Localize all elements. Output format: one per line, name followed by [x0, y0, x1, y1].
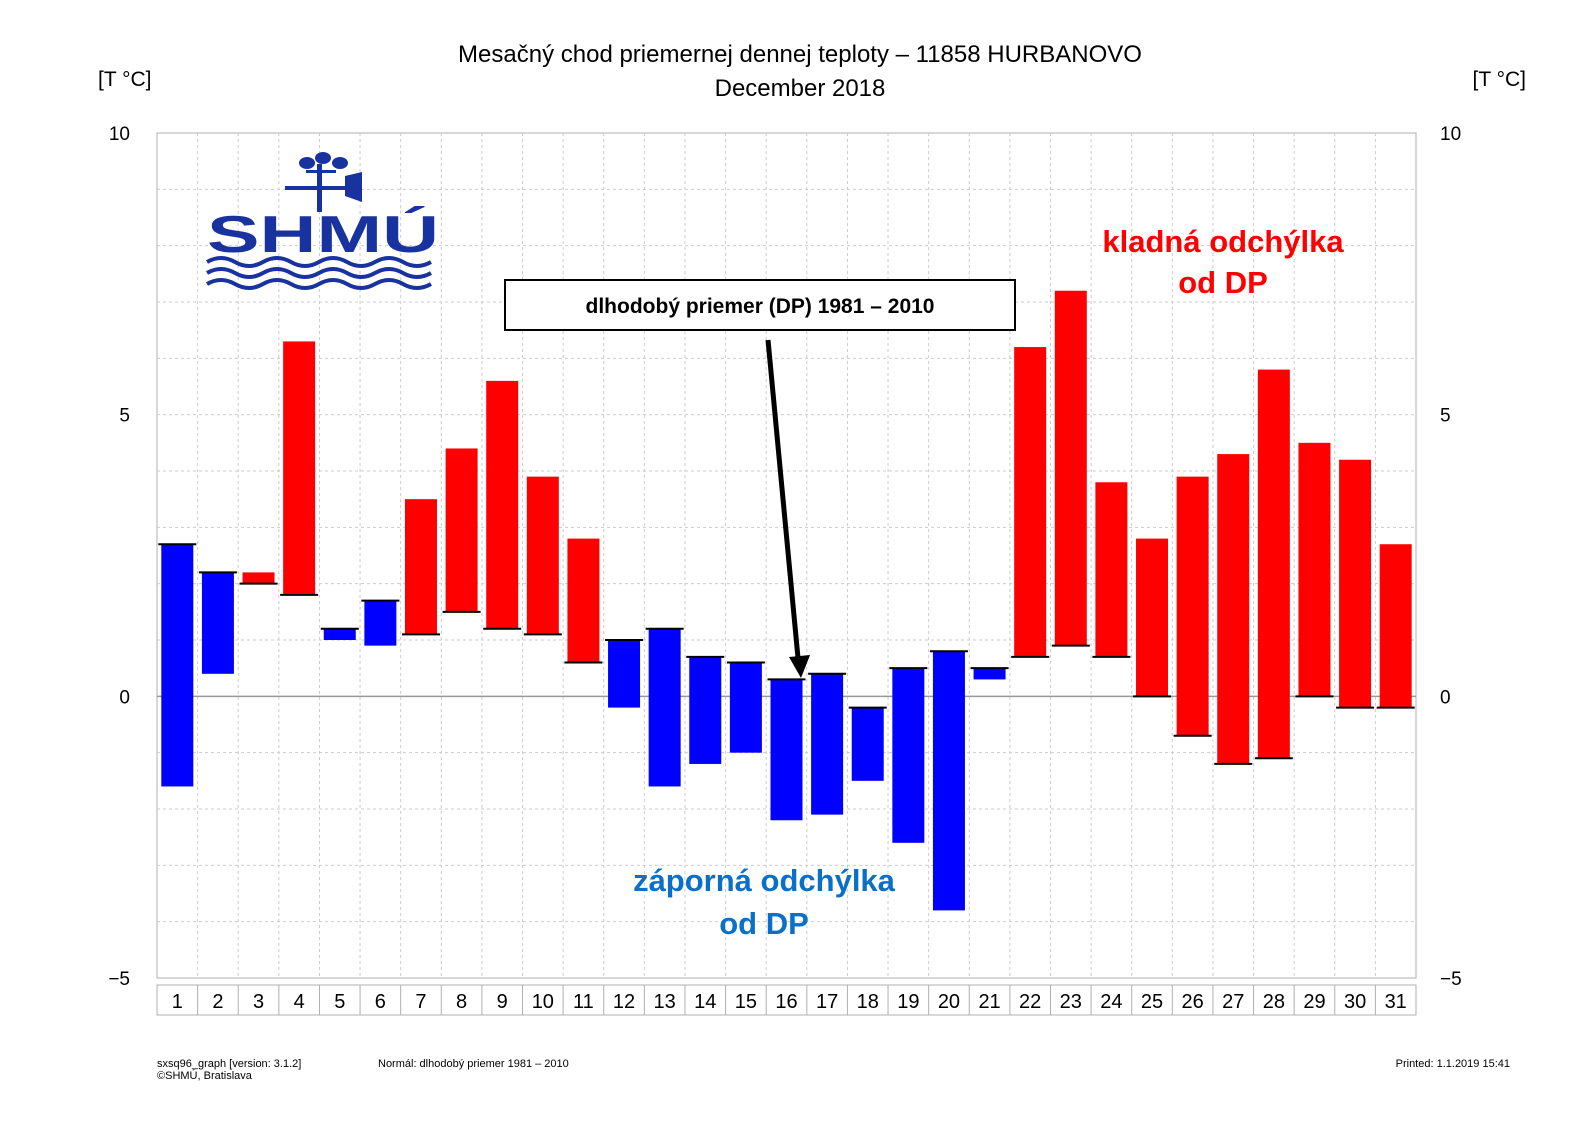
footer-printed: Printed: 1.1.2019 15:41 [1396, 1058, 1510, 1070]
x-tick-label: 29 [1303, 991, 1325, 1013]
bar-day-20 [932, 651, 965, 911]
x-tick-label: 24 [1100, 991, 1122, 1013]
y-tick-label-right: −5 [1440, 969, 1462, 990]
gridlines [156, 132, 1417, 979]
x-tick-label: 12 [613, 991, 635, 1013]
y-tick-label-right: 5 [1440, 406, 1451, 427]
x-tick-label: 19 [897, 991, 919, 1013]
footer-copyright: ©SHMÚ, Bratislava [157, 1069, 253, 1082]
bar-day-7 [404, 499, 437, 635]
x-tick-label: 3 [253, 991, 264, 1013]
bar-day-31 [1379, 544, 1412, 708]
x-tick-label: 21 [978, 991, 1000, 1013]
chart-subtitle: December 2018 [715, 75, 886, 102]
y-tick-label-left: 0 [119, 687, 130, 708]
positive-deviation-label-1: kladná odchýlka [1102, 224, 1344, 259]
bar-day-4 [283, 341, 316, 595]
x-tick-label: 23 [1060, 991, 1082, 1013]
bar-day-12 [608, 640, 641, 708]
anemometer-icon [285, 152, 362, 212]
bar-day-13 [648, 628, 681, 787]
x-tick-label: 2 [212, 991, 223, 1013]
x-tick-label: 22 [1019, 991, 1041, 1013]
waves-icon [206, 256, 432, 290]
positive-deviation-label-2: od DP [1178, 265, 1268, 300]
y-tick-label-right: 0 [1440, 687, 1451, 708]
logo-text: SHMÚ [207, 206, 439, 264]
x-tick-label: 11 [573, 991, 594, 1013]
y-axis-label-right: [T °C] [1472, 68, 1526, 91]
x-tick-label: 6 [375, 991, 386, 1013]
callout-arrowhead [789, 655, 810, 678]
plot-frame [156, 132, 1417, 979]
bar-day-22 [1014, 347, 1047, 657]
bar-day-30 [1339, 459, 1372, 708]
callout-text: dlhodobý priemer (DP) 1981 – 2010 [586, 295, 935, 318]
y-tick-labels: −5 −5 0 0 5 5 10 10 [108, 124, 1461, 990]
x-tick-label: 10 [532, 991, 554, 1013]
callout-arrow [765, 339, 801, 659]
footer-normal: Normál: dlhodobý priemer 1981 – 2010 [378, 1058, 569, 1070]
x-tick-label: 27 [1222, 991, 1244, 1013]
y-tick-label-left: −5 [108, 969, 130, 990]
callout-box [504, 279, 1016, 331]
bar-day-19 [892, 668, 925, 843]
bar-day-1 [161, 544, 194, 787]
x-tick-label: 15 [735, 991, 757, 1013]
x-tick-label: 13 [654, 991, 676, 1013]
bar-day-17 [811, 673, 844, 815]
negative-deviation-label-1: záporná odchýlka [633, 863, 896, 898]
x-tick-label: 18 [857, 991, 879, 1013]
bar-day-15 [729, 662, 762, 753]
x-tick-label: 30 [1344, 991, 1366, 1013]
y-tick-label-right: 10 [1440, 124, 1461, 145]
bar-day-5 [323, 628, 356, 640]
bar-day-29 [1298, 442, 1331, 697]
bar-day-26 [1176, 476, 1209, 736]
bar-day-21 [973, 668, 1006, 680]
bar-day-8 [445, 448, 478, 612]
x-tick-label: 14 [694, 991, 716, 1013]
x-tick-label: 5 [334, 991, 345, 1013]
x-tick-label: 8 [456, 991, 467, 1013]
x-tick-label: 26 [1182, 991, 1204, 1013]
x-tick-label: 28 [1263, 991, 1285, 1013]
x-axis-box [156, 984, 1417, 1016]
y-tick-label-left: 10 [109, 124, 130, 145]
bar-day-10 [526, 476, 559, 635]
bar-day-6 [364, 600, 397, 646]
x-tick-label: 1 [172, 991, 183, 1013]
bar-day-16 [770, 679, 803, 821]
normal-markers [158, 543, 1415, 765]
x-tick-label: 31 [1385, 991, 1407, 1013]
x-tick-label: 7 [415, 991, 426, 1013]
bar-day-24 [1095, 482, 1128, 657]
bar-day-23 [1054, 290, 1087, 646]
y-axis-label-left: [T °C] [98, 68, 152, 91]
callout-normal: dlhodobý priemer (DP) 1981 – 2010 [504, 279, 1016, 678]
y-tick-label-left: 5 [119, 406, 130, 427]
bars [161, 290, 1412, 911]
x-tick-label: 17 [816, 991, 838, 1013]
x-tick-label: 25 [1141, 991, 1163, 1013]
shmu-logo: SHMÚ [206, 152, 439, 290]
bar-day-11 [567, 538, 600, 663]
chart-title: Mesačný chod priemernej dennej teploty –… [458, 41, 1142, 68]
bar-day-25 [1136, 538, 1169, 697]
bar-day-18 [851, 707, 884, 781]
bar-day-14 [689, 656, 722, 764]
bar-day-2 [201, 572, 234, 674]
bar-day-9 [486, 380, 519, 629]
x-tick-label: 20 [938, 991, 960, 1013]
bar-day-3 [242, 572, 275, 584]
x-tick-label: 9 [497, 991, 508, 1013]
x-tick-label: 4 [294, 991, 305, 1013]
footer-version: sxsq96_graph [version: 3.1.2] [157, 1058, 301, 1070]
bar-day-27 [1217, 454, 1250, 764]
x-category-labels: 1 2 3 4 5 6 7 8 9 10 11 12 13 14 15 16 17 18 19 20 21 22 23 24 2… [156, 984, 1417, 1016]
bar-day-28 [1257, 369, 1290, 759]
negative-deviation-label-2: od DP [719, 906, 809, 941]
x-tick-label: 16 [775, 991, 797, 1013]
